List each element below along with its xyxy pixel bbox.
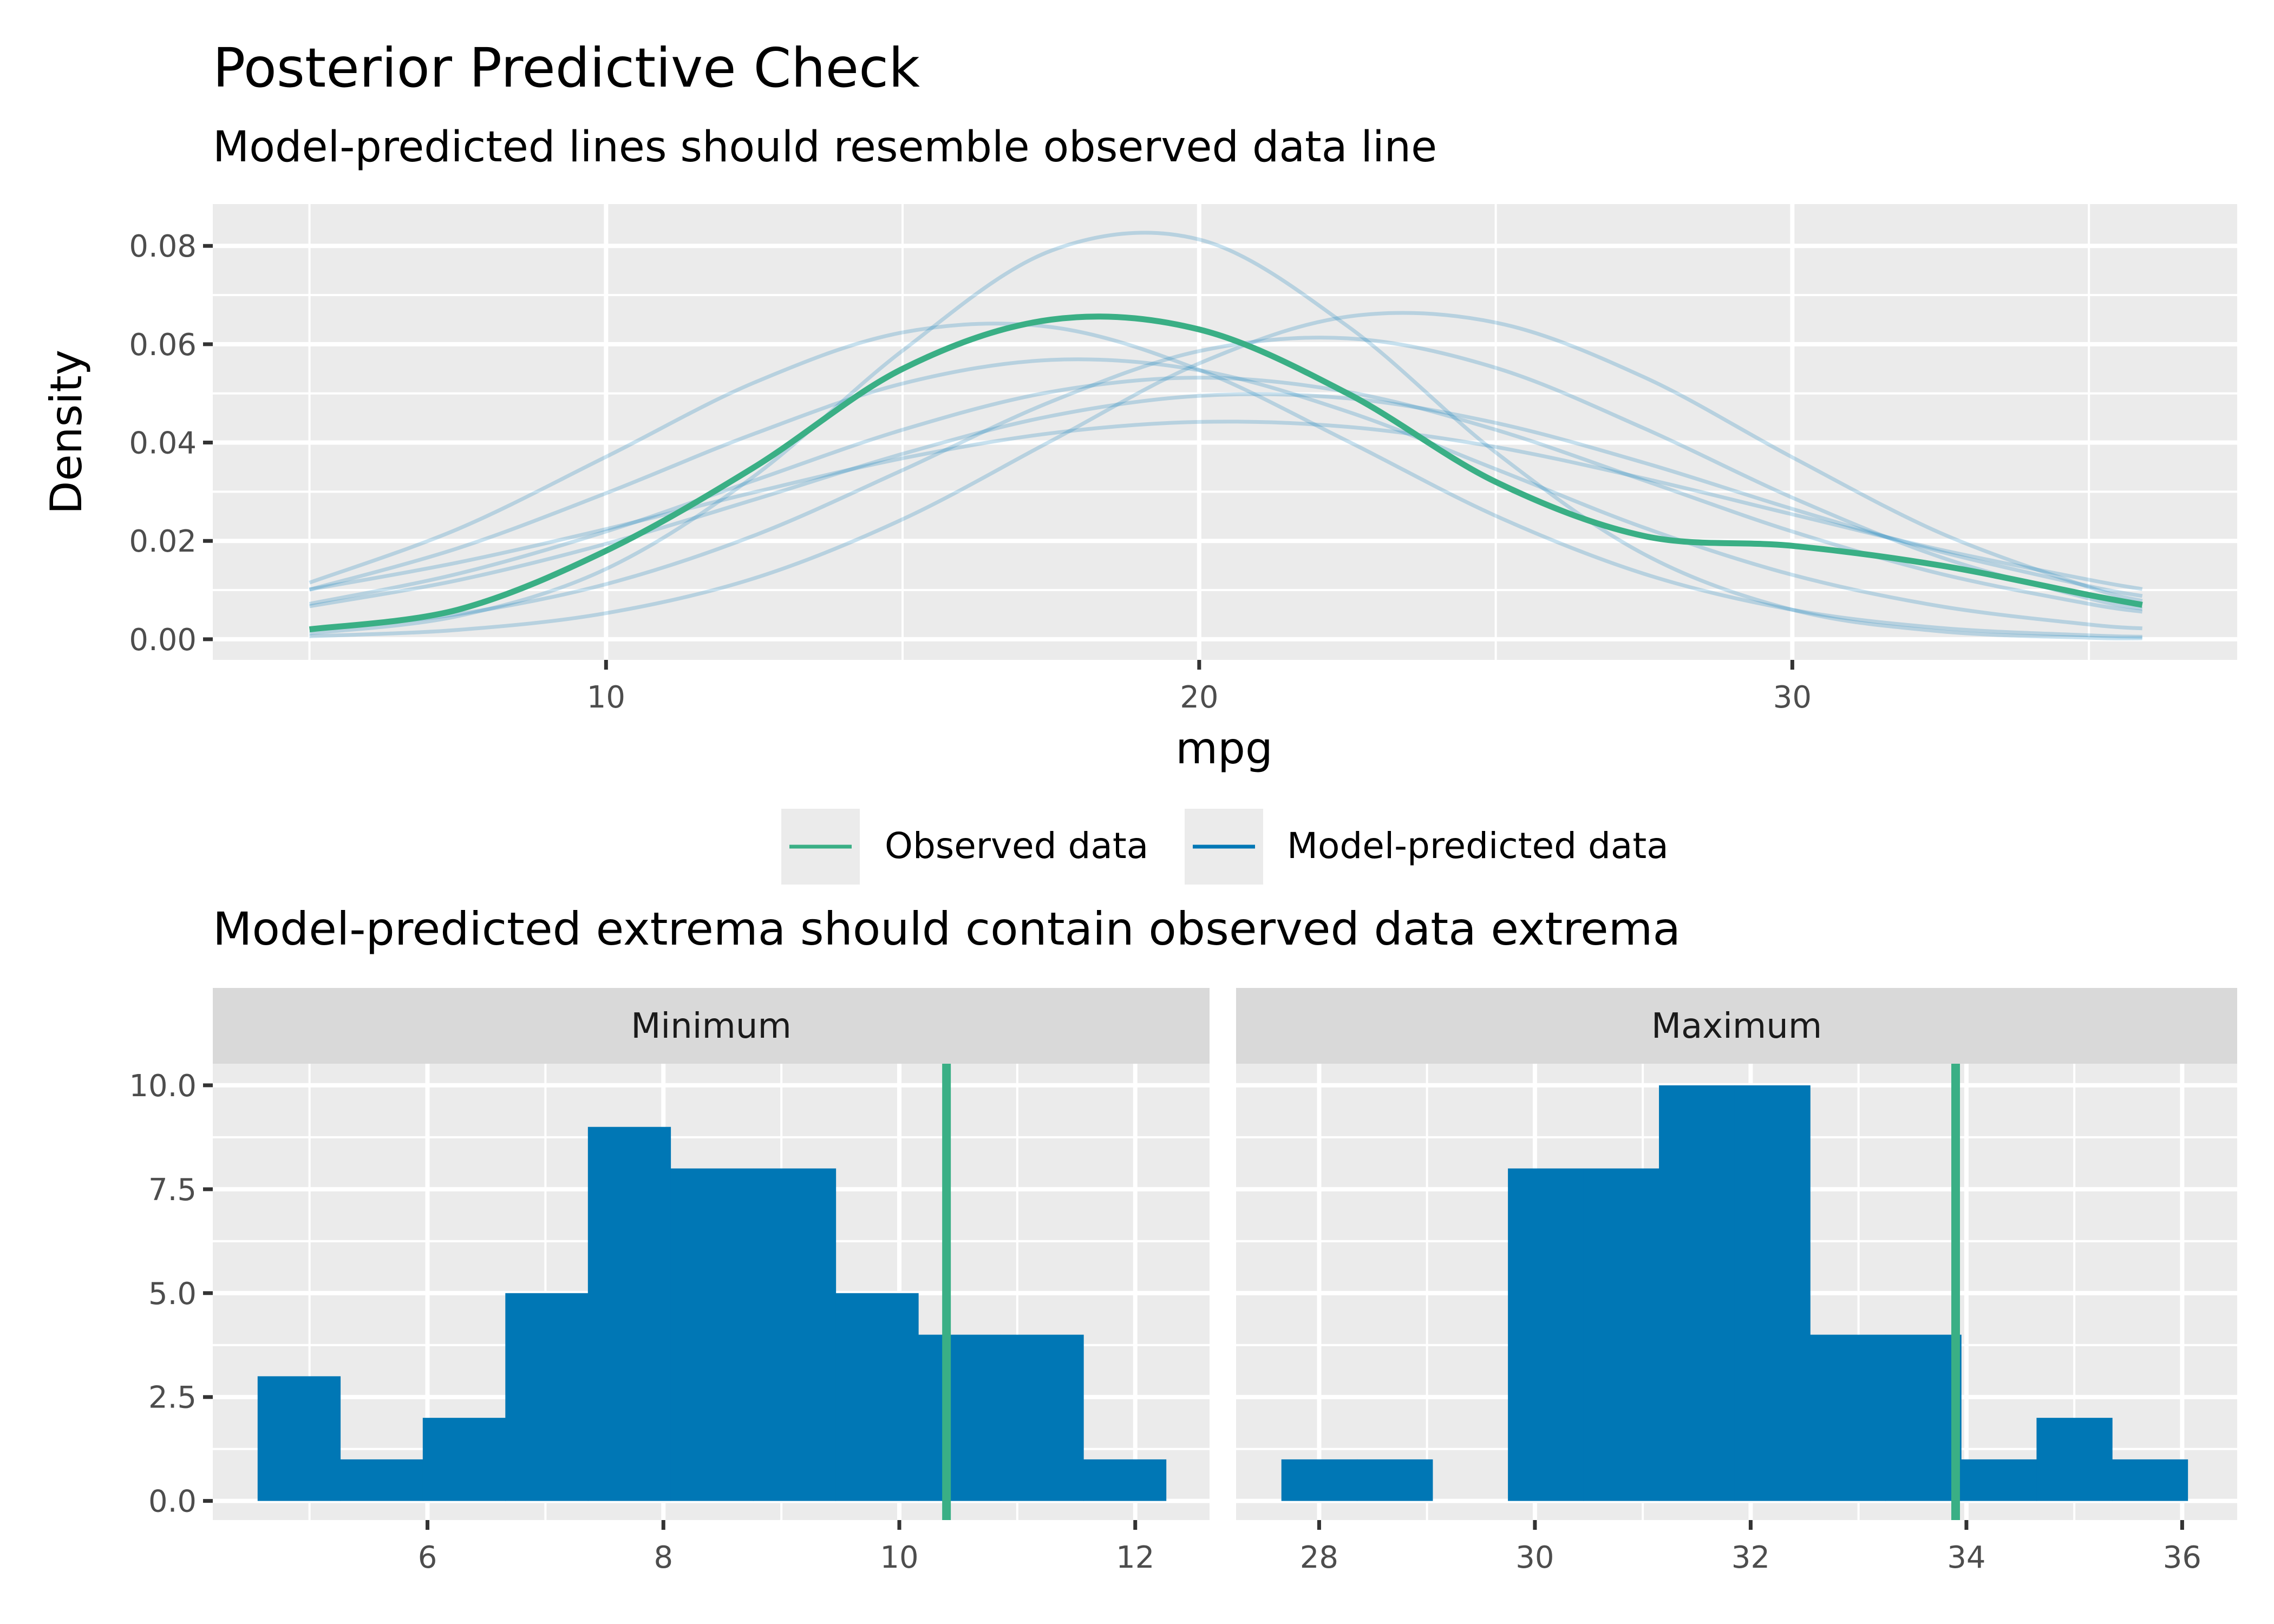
histogram-bar [1508, 1168, 1584, 1501]
y-tick-label: 10.0 [129, 1069, 197, 1104]
histogram-bar [505, 1293, 589, 1501]
x-tick-label: 10 [880, 1540, 918, 1575]
chart-subtitle: Model-predicted lines should resemble ob… [213, 123, 1437, 172]
x-tick-label: 36 [2163, 1540, 2201, 1575]
x-axis-title: mpg [1175, 723, 1273, 774]
y-tick-label: 0.0 [148, 1484, 197, 1520]
histogram-bar [2036, 1418, 2113, 1501]
facet-strip-label: Minimum [631, 1006, 792, 1046]
facet-strip [1236, 988, 2237, 1064]
x-tick-label: 28 [1300, 1540, 1338, 1575]
predicted-density-line [309, 392, 2143, 608]
predicted-density-line [309, 311, 2143, 638]
panel-background [213, 204, 2237, 660]
histogram-bar [340, 1459, 423, 1501]
minimum-panel: Minimum 6 8 10 12 0.0 2.5 5.0 7.5 10.0 [129, 988, 1210, 1575]
y-tick-label: 7.5 [148, 1173, 197, 1208]
extrema-subtitle: Model-predicted extrema should contain o… [213, 902, 1681, 955]
predicted-density-line [309, 322, 2142, 639]
chart-title: Posterior Predictive Check [213, 36, 920, 100]
x-tick-label: 8 [654, 1540, 673, 1575]
x-tick-label: 30 [1773, 680, 1812, 715]
observed-density-line [309, 313, 2143, 633]
x-tick-label: 12 [1116, 1540, 1154, 1575]
y-tick-label: 0.00 [129, 623, 197, 658]
x-tick-label: 34 [1947, 1540, 1985, 1575]
maximum-panel: Maximum 28 30 32 34 36 [1236, 988, 2237, 1575]
density-panel: 10 20 30 0.00 0.02 0.04 0.06 0.08 [129, 204, 2237, 715]
predicted-density-line [309, 231, 2142, 640]
y-tick-label: 0.06 [129, 328, 197, 363]
x-tick-label: 20 [1180, 680, 1218, 715]
histogram-bar [835, 1293, 919, 1501]
legend-label-predicted: Model-predicted data [1287, 825, 1669, 867]
histogram-bar [1001, 1334, 1084, 1501]
x-tick-label: 6 [418, 1540, 437, 1575]
histogram-bar [2112, 1459, 2188, 1501]
y-tick-label: 0.04 [129, 426, 197, 461]
x-tick-label: 30 [1515, 1540, 1554, 1575]
histogram-bar [422, 1418, 506, 1501]
x-tick-label: 10 [587, 680, 625, 715]
predicted-density-line [309, 357, 2142, 631]
y-axis-title: Density [41, 350, 92, 514]
histogram-bar [587, 1127, 671, 1501]
facet-strip-label: Maximum [1651, 1006, 1822, 1046]
y-tick-label: 5.0 [148, 1276, 197, 1312]
x-tick-label: 32 [1731, 1540, 1770, 1575]
histogram-bar [753, 1168, 837, 1501]
y-tick-label: 0.08 [129, 229, 197, 264]
legend: Observed data Model-predicted data [781, 809, 1669, 885]
histogram-bar [257, 1376, 341, 1501]
histogram-bar [1961, 1459, 2037, 1501]
histogram-bar [1809, 1334, 1886, 1501]
y-tick-label: 0.02 [129, 524, 197, 559]
histogram-bar [1885, 1334, 1962, 1501]
y-tick-label: 2.5 [148, 1380, 197, 1416]
histogram-bar [1357, 1459, 1433, 1501]
histogram-bar [918, 1334, 1002, 1501]
legend-label-observed: Observed data [885, 825, 1148, 867]
facet-strip [213, 988, 1210, 1064]
histogram-bar [1659, 1085, 1735, 1501]
histogram-bar [1281, 1459, 1357, 1501]
predicted-density-line [309, 420, 2143, 592]
histogram-bar [1583, 1168, 1659, 1501]
histogram-bar [670, 1168, 754, 1501]
histogram-bar [1083, 1459, 1167, 1501]
histogram-bar [1734, 1085, 1811, 1501]
